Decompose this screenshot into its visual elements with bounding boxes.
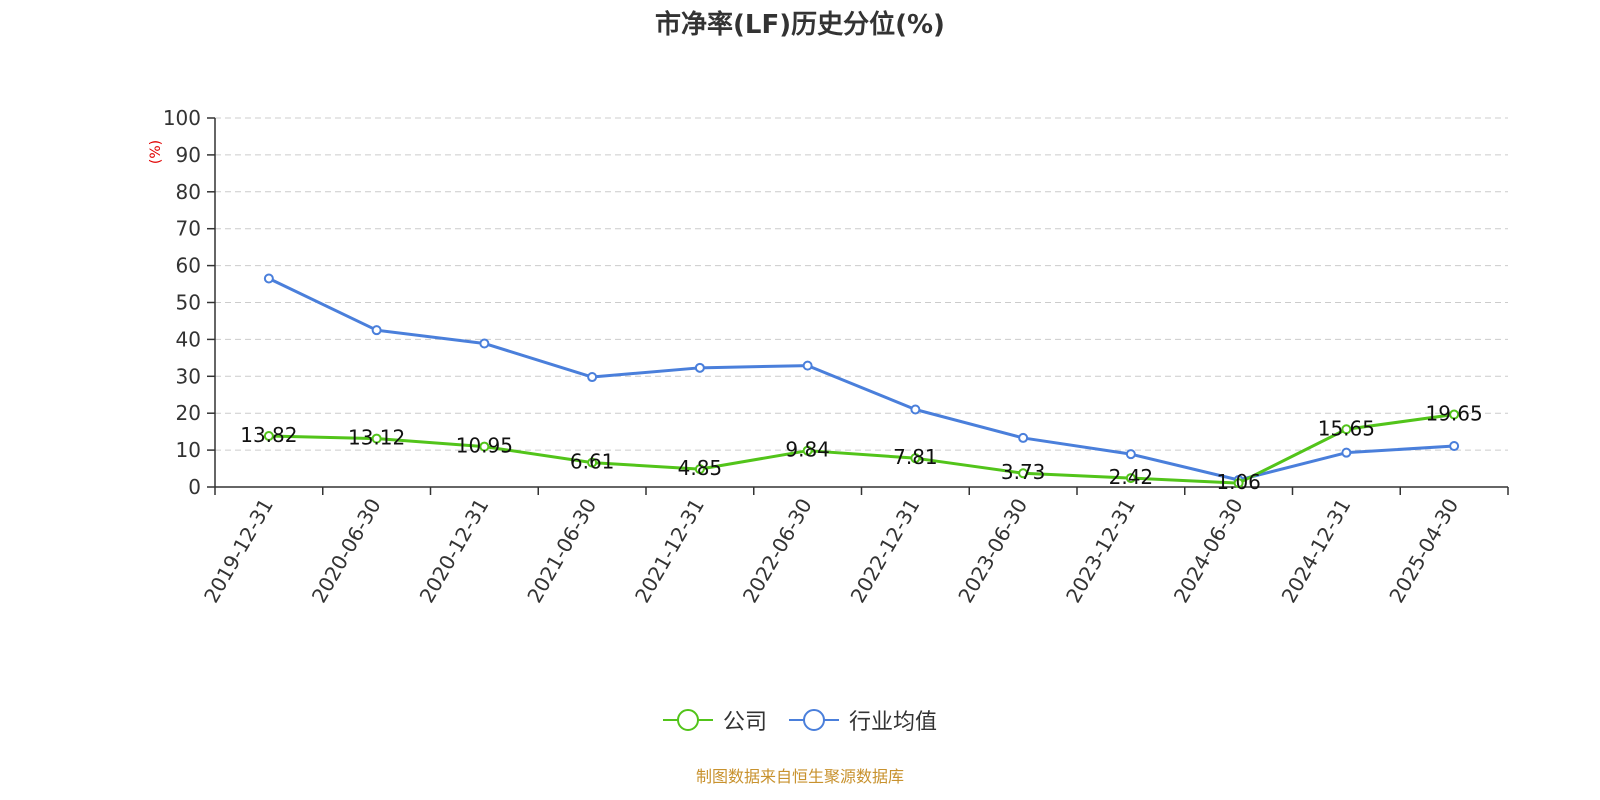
data-label: 2.42	[1109, 465, 1154, 489]
series-line-company	[268, 413, 1455, 485]
x-tick-label: 2023-12-31	[1061, 494, 1140, 607]
x-tick-label: 2023-06-30	[953, 494, 1032, 607]
data-point-industry	[1449, 441, 1460, 452]
legend-item-industry[interactable]: 行业均值	[789, 704, 937, 736]
data-label: 15.65	[1318, 416, 1375, 440]
data-point-company	[479, 441, 490, 452]
x-tick-label: 2020-12-31	[415, 494, 494, 607]
data-point-industry	[1341, 447, 1352, 458]
data-label: 3.73	[1001, 460, 1046, 484]
data-point-company	[1449, 409, 1460, 420]
x-tick-label: 2021-12-31	[630, 494, 709, 607]
y-tick-label: 40	[176, 327, 201, 351]
data-label: 10.95	[456, 434, 513, 458]
axes: 0 10 20 30 40 50 60 70 80 90 100 (%) 2019-12-31 2020-…	[148, 106, 1509, 607]
data-point-industry	[371, 325, 382, 336]
x-tick-label: 2024-12-31	[1277, 494, 1356, 607]
y-axis-label: (%)	[148, 140, 164, 164]
series-lines	[263, 273, 1460, 489]
legend-industry-icon	[789, 708, 839, 732]
data-point-company	[587, 457, 598, 468]
y-tick-label: 70	[176, 217, 201, 241]
y-tick-label: 90	[176, 143, 201, 167]
x-tick-label: 2024-06-30	[1169, 494, 1248, 607]
y-tick-label: 50	[176, 291, 201, 315]
data-label: 4.85	[678, 456, 723, 480]
x-tick-label: 2022-12-31	[846, 494, 925, 607]
data-label: 13.82	[240, 423, 297, 447]
data-point-industry	[1018, 432, 1029, 443]
data-point-industry	[479, 338, 490, 349]
y-tick-label: 100	[163, 106, 201, 130]
x-tick-label: 2019-12-31	[199, 494, 278, 607]
x-tick-label: 2022-06-30	[738, 494, 817, 607]
x-tick-label: 2020-06-30	[307, 494, 386, 607]
legend: 公司 行业均值	[0, 704, 1600, 736]
data-label: 13.12	[348, 426, 405, 450]
data-point-company	[802, 445, 813, 456]
data-point-industry	[802, 360, 813, 371]
chart-title: 市净率(LF)历史分位(%)	[655, 10, 945, 40]
data-point-industry	[587, 372, 598, 383]
data-point-company	[910, 453, 921, 464]
y-tick-label: 60	[176, 254, 201, 278]
data-label: 9.84	[785, 438, 830, 462]
y-tick-label: 0	[188, 475, 201, 499]
data-point-industry	[694, 362, 705, 373]
source-note: 制图数据来自恒生聚源数据库	[695, 767, 904, 786]
data-label: 19.65	[1425, 401, 1482, 425]
data-point-company	[1341, 424, 1352, 435]
data-label: 7.81	[893, 445, 938, 469]
data-point-industry	[1125, 449, 1136, 460]
data-label: 1.06	[1216, 470, 1261, 494]
data-point-company	[263, 431, 274, 442]
data-point-company	[1233, 478, 1244, 489]
x-tick-label: 2021-06-30	[522, 494, 601, 607]
data-point-company	[371, 433, 382, 444]
data-point-industry	[263, 273, 274, 284]
data-labels: 13.82 13.12 10.95 6.61 4.85 9.84 7.81 3.73 2.42 1…	[240, 401, 1483, 494]
grid-lines	[215, 117, 1508, 451]
y-tick-label: 10	[176, 438, 201, 462]
y-tick-label: 20	[176, 401, 201, 425]
data-point-company	[1018, 468, 1029, 479]
data-point-company	[694, 464, 705, 475]
data-label: 6.61	[570, 450, 615, 474]
legend-label-company: 公司	[722, 710, 767, 735]
x-tick-label: 2025-04-30	[1384, 494, 1463, 607]
legend-item-company[interactable]: 公司	[662, 704, 767, 736]
y-tick-label: 30	[176, 364, 201, 388]
legend-company-icon	[662, 708, 713, 732]
y-tick-label: 80	[176, 180, 201, 204]
legend-label-industry: 行业均值	[849, 710, 938, 735]
data-point-industry	[910, 404, 921, 415]
data-point-company	[1125, 473, 1136, 484]
